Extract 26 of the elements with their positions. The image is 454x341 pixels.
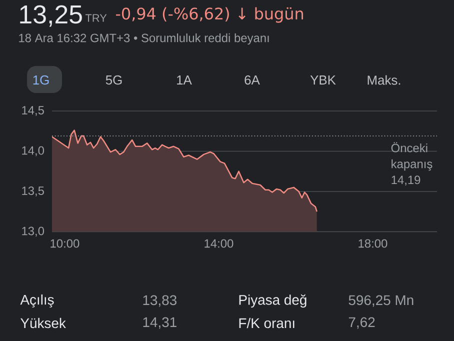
text: F/K oranı [239, 318, 294, 328]
text: Yüksek [20, 318, 66, 328]
y-tick-label: 14,0 [22, 146, 44, 156]
text: 1A [177, 76, 192, 84]
text: Maks. [368, 75, 400, 85]
y-tick-label: 14,5 [22, 106, 44, 116]
y-tick-label: 13,5 [22, 186, 44, 196]
text: 596,25 Mn [348, 295, 414, 307]
text: 6A [244, 75, 260, 85]
text: Açılış [20, 294, 54, 308]
text: -0,94 (-%6,62) ↓ bugün [116, 7, 304, 23]
x-tick-label: 18:00 [358, 239, 388, 248]
text: 14,31 [143, 317, 176, 329]
text: Piyasa değ [239, 294, 306, 308]
text: TRY [85, 14, 107, 22]
text: 5G [106, 75, 122, 85]
x-tick-label: 14:00 [204, 239, 234, 248]
text: 1G [33, 75, 49, 85]
chart-subtitle: 18 Ara 16:32 GMT+3 • Sorumluluk reddi beyanı [19, 33, 269, 45]
text: 13,83 [143, 295, 176, 307]
y-tick-label: 13,0 [22, 226, 44, 237]
text: 7,62 [348, 317, 375, 329]
text: YBK [310, 76, 336, 84]
chart-title: 13,25 [20, 5, 82, 27]
ref-line-label: Önceki kapanış 14,19 [391, 142, 432, 186]
x-tick-label: 10:00 [50, 239, 80, 248]
